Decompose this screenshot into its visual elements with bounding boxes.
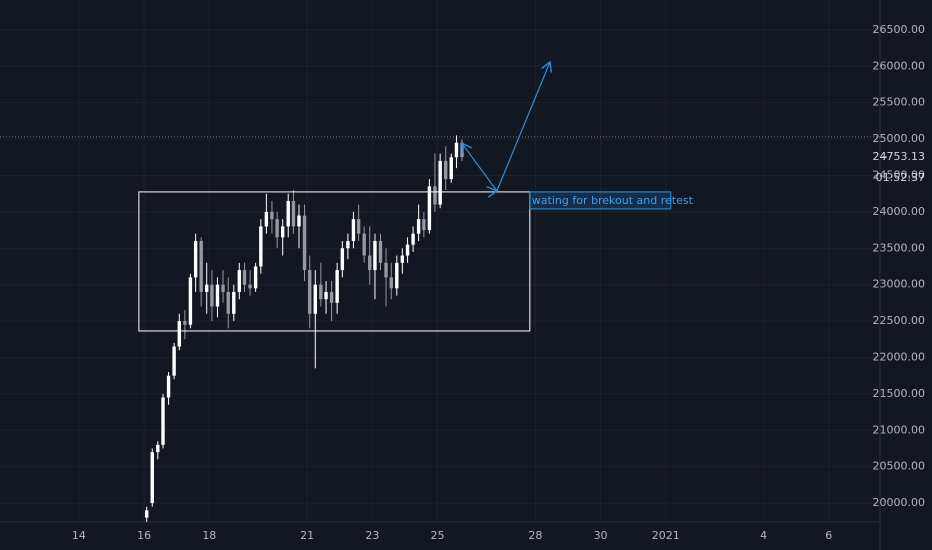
y-tick-label: 22500.00: [873, 314, 926, 327]
y-tick-label: 26500.00: [873, 23, 926, 36]
candle-body: [313, 284, 317, 314]
candle-body: [444, 160, 448, 180]
y-tick-label: 24500.00: [873, 168, 926, 181]
candle-body: [308, 270, 312, 314]
candle-body: [438, 160, 442, 205]
candle-body: [205, 284, 209, 292]
candle-body: [215, 284, 220, 307]
x-tick-label: 16: [137, 529, 151, 542]
y-tick-label: 23000.00: [873, 278, 926, 291]
candle-body: [389, 277, 393, 289]
candle-body: [340, 248, 345, 271]
candle-body: [156, 444, 160, 453]
candle-body: [302, 215, 307, 271]
candle-body: [188, 277, 193, 325]
candle-body: [150, 452, 154, 504]
candle-body: [378, 240, 383, 263]
candle-body: [237, 270, 242, 292]
x-tick-label: 14: [72, 529, 86, 542]
candle-body: [280, 226, 285, 238]
candle-body: [351, 219, 356, 241]
candle-body: [395, 262, 399, 289]
candle-body: [161, 397, 165, 445]
candle-body: [232, 291, 236, 314]
y-tick-label: 20500.00: [873, 460, 926, 473]
candle-body: [275, 219, 279, 238]
y-tick-label: 23500.00: [873, 241, 926, 254]
candle-body: [259, 226, 263, 267]
candle-body: [253, 266, 258, 289]
candle-body: [416, 219, 421, 234]
candle-body: [362, 233, 366, 256]
candle-body: [346, 240, 350, 249]
candle-body: [384, 262, 388, 278]
x-tick-label: 2021: [652, 529, 680, 542]
candle-body: [405, 244, 410, 256]
candle-body: [210, 284, 214, 307]
candle-body: [242, 270, 247, 285]
y-tick-label: 25500.00: [873, 96, 926, 109]
y-tick-label: 20000.00: [873, 496, 926, 509]
candle-body: [172, 346, 176, 376]
candle-body: [193, 240, 198, 278]
x-tick-label: 18: [202, 529, 216, 542]
candle-body: [166, 375, 171, 398]
x-tick-label: 23: [365, 529, 379, 542]
candle-body: [422, 219, 426, 231]
candle-body: [270, 211, 274, 220]
candle-body: [368, 255, 372, 271]
plot-area: wating for brekout and retest: [0, 62, 880, 522]
candle-body: [177, 321, 182, 347]
x-tick-label: 21: [300, 529, 314, 542]
candle-body: [297, 215, 301, 227]
candle-body: [286, 200, 290, 227]
candle-body: [221, 284, 225, 292]
countdown-label: 01:52:37: [876, 171, 925, 184]
candle-body: [329, 291, 334, 303]
candle-body: [324, 291, 328, 300]
y-tick-label: 21500.00: [873, 387, 926, 400]
y-tick-label: 21000.00: [873, 423, 926, 436]
y-tick-label: 26000.00: [873, 59, 926, 72]
grid: [0, 0, 880, 522]
candle-body: [427, 186, 432, 231]
candle-body: [449, 157, 453, 180]
candle-body: [291, 200, 296, 227]
candle-body: [373, 240, 377, 271]
candle-body: [356, 219, 361, 234]
axes: 20000.00 20500.00 21000.00 21500.00 22000.00…: [72, 23, 925, 542]
candle-body: [400, 255, 405, 263]
current-price-label: 24753.13: [873, 150, 926, 163]
y-tick-label: 24000.00: [873, 205, 926, 218]
candle-body: [248, 284, 252, 289]
x-tick-label: 30: [594, 529, 608, 542]
candle-body: [433, 186, 437, 205]
y-tick-label: 22000.00: [873, 350, 926, 363]
candle-body: [145, 510, 149, 518]
range-rectangle: [138, 191, 531, 332]
x-tick-label: 6: [825, 529, 832, 542]
arrow-path: [462, 62, 550, 191]
candle-body: [199, 240, 203, 292]
y-tick-label: 25000.00: [873, 132, 926, 145]
candle-body: [226, 291, 230, 314]
candle-body: [335, 270, 339, 303]
candle-body: [411, 233, 415, 245]
x-tick-label: 28: [528, 529, 542, 542]
candle-body: [264, 211, 269, 227]
annotation-text: wating for brekout and retest: [532, 194, 694, 207]
x-tick-label: 25: [431, 529, 445, 542]
x-tick-label: 4: [760, 529, 767, 542]
candle-body: [183, 321, 187, 325]
candle-body: [454, 142, 459, 158]
annotation-box: [529, 191, 672, 210]
candle-body: [319, 284, 323, 300]
